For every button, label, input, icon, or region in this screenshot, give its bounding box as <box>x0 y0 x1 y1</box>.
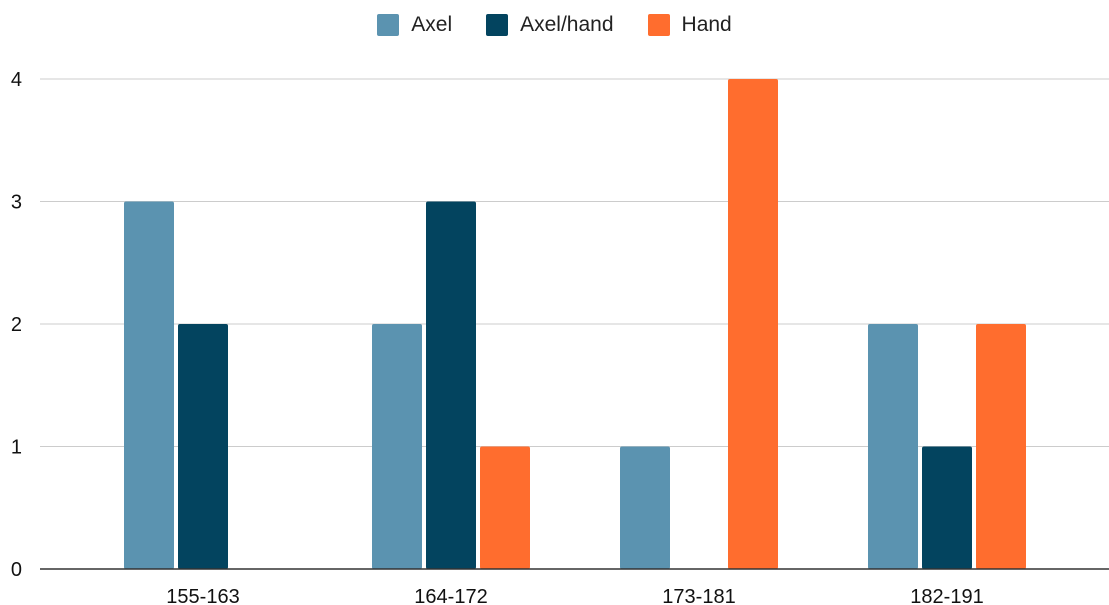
y-tick-label-3: 3 <box>11 192 22 214</box>
bar-hand-173-181[interactable] <box>728 79 778 569</box>
y-tick-label-1: 1 <box>11 437 22 459</box>
y-axis: 0 1 2 3 4 <box>11 69 22 581</box>
bars <box>124 79 1026 569</box>
y-tick-label-0: 0 <box>11 559 22 581</box>
x-tick-label-173-181: 173-181 <box>662 586 735 605</box>
x-tick-label-164-172: 164-172 <box>414 586 487 605</box>
bar-hand-182-191[interactable] <box>976 324 1026 569</box>
legend-swatch-hand <box>647 14 670 36</box>
legend-label-hand: Hand <box>681 13 732 36</box>
legend-item-axel[interactable]: Axel <box>377 13 452 37</box>
x-tick-label-155-163: 155-163 <box>166 586 239 605</box>
bar-axel-164-172[interactable] <box>372 324 422 569</box>
bar-hand-164-172[interactable] <box>480 446 530 570</box>
legend-swatch-axel <box>377 14 400 36</box>
bar-axel-182-191[interactable] <box>868 324 918 569</box>
bar-axel-173-181[interactable] <box>620 446 670 570</box>
legend-label-axel-hand: Axel/hand <box>520 13 614 36</box>
legend-item-axel-hand[interactable]: Axel/hand <box>486 13 614 37</box>
legend-item-hand[interactable]: Hand <box>647 13 732 37</box>
x-axis: 155-163 164-172 173-181 182-191 <box>40 568 1109 605</box>
bar-axel-hand-155-163[interactable] <box>178 324 228 569</box>
bar-axel-hand-182-191[interactable] <box>922 446 972 570</box>
legend-label-axel: Axel <box>411 13 453 36</box>
legend-swatch-axel-hand <box>486 14 509 36</box>
bar-axel-hand-164-172[interactable] <box>426 201 476 570</box>
bar-axel-155-163[interactable] <box>124 201 174 570</box>
legend: Axel Axel/hand Hand <box>0 10 1109 40</box>
y-tick-label-4: 4 <box>11 69 22 91</box>
y-tick-label-2: 2 <box>11 314 22 336</box>
x-tick-label-182-191: 182-191 <box>910 586 983 605</box>
